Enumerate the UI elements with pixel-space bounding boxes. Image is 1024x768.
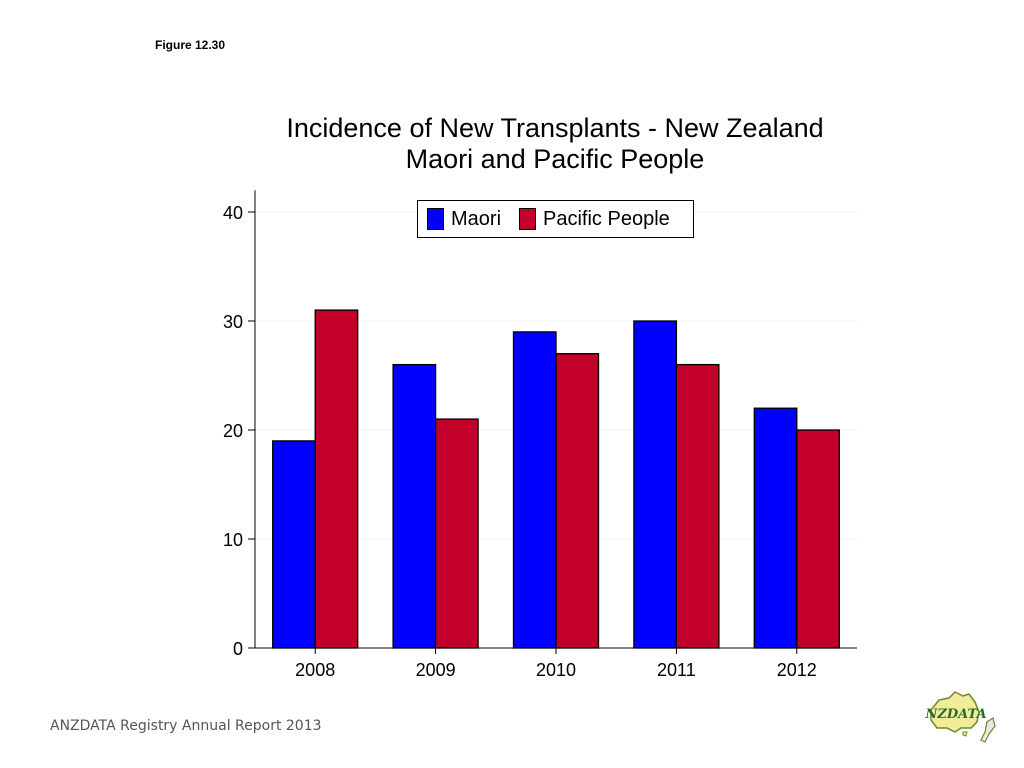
anzdata-logo-icon: ANZDATA <box>925 691 996 743</box>
legend-swatch-maori <box>427 208 444 230</box>
x-tick-label: 2008 <box>295 660 335 680</box>
x-tick-label: 2010 <box>536 660 576 680</box>
y-tick-label: 30 <box>223 312 243 332</box>
y-tick-label: 20 <box>223 421 243 441</box>
bar <box>512 331 557 649</box>
bar <box>434 418 479 649</box>
bar <box>633 320 678 649</box>
bar <box>555 353 600 649</box>
bar <box>753 407 798 649</box>
legend-item-maori: Maori <box>427 208 501 231</box>
y-tick-label: 10 <box>223 530 243 550</box>
bar <box>392 363 437 649</box>
bar <box>314 309 359 649</box>
legend-item-pacific-people: Pacific People <box>519 208 670 231</box>
bar <box>272 440 316 649</box>
y-tick-label: 0 <box>233 639 243 659</box>
x-tick-label: 2009 <box>416 660 456 680</box>
x-tick-label: 2011 <box>657 660 696 680</box>
y-tick-label: 40 <box>223 203 243 223</box>
legend-swatch-pacific-people <box>519 208 537 230</box>
bar <box>675 363 720 649</box>
chart-legend: Maori Pacific People <box>417 200 694 238</box>
chart-title: Incidence of New Transplants - New Zeala… <box>255 113 855 175</box>
legend-label-maori: Maori <box>451 207 502 230</box>
x-tick-label: 2012 <box>777 660 817 680</box>
bar <box>796 429 840 649</box>
footer-text: ANZDATA Registry Annual Report 2013 <box>50 718 322 734</box>
chart-title-line-2: Maori and Pacific People <box>405 144 705 174</box>
legend-label-pacific-people: Pacific People <box>543 207 670 230</box>
chart-title-line-1: Incidence of New Transplants - New Zeala… <box>286 113 824 143</box>
logo-text: ANZDATA <box>925 707 987 722</box>
figure-label: Figure 12.30 <box>155 38 226 52</box>
